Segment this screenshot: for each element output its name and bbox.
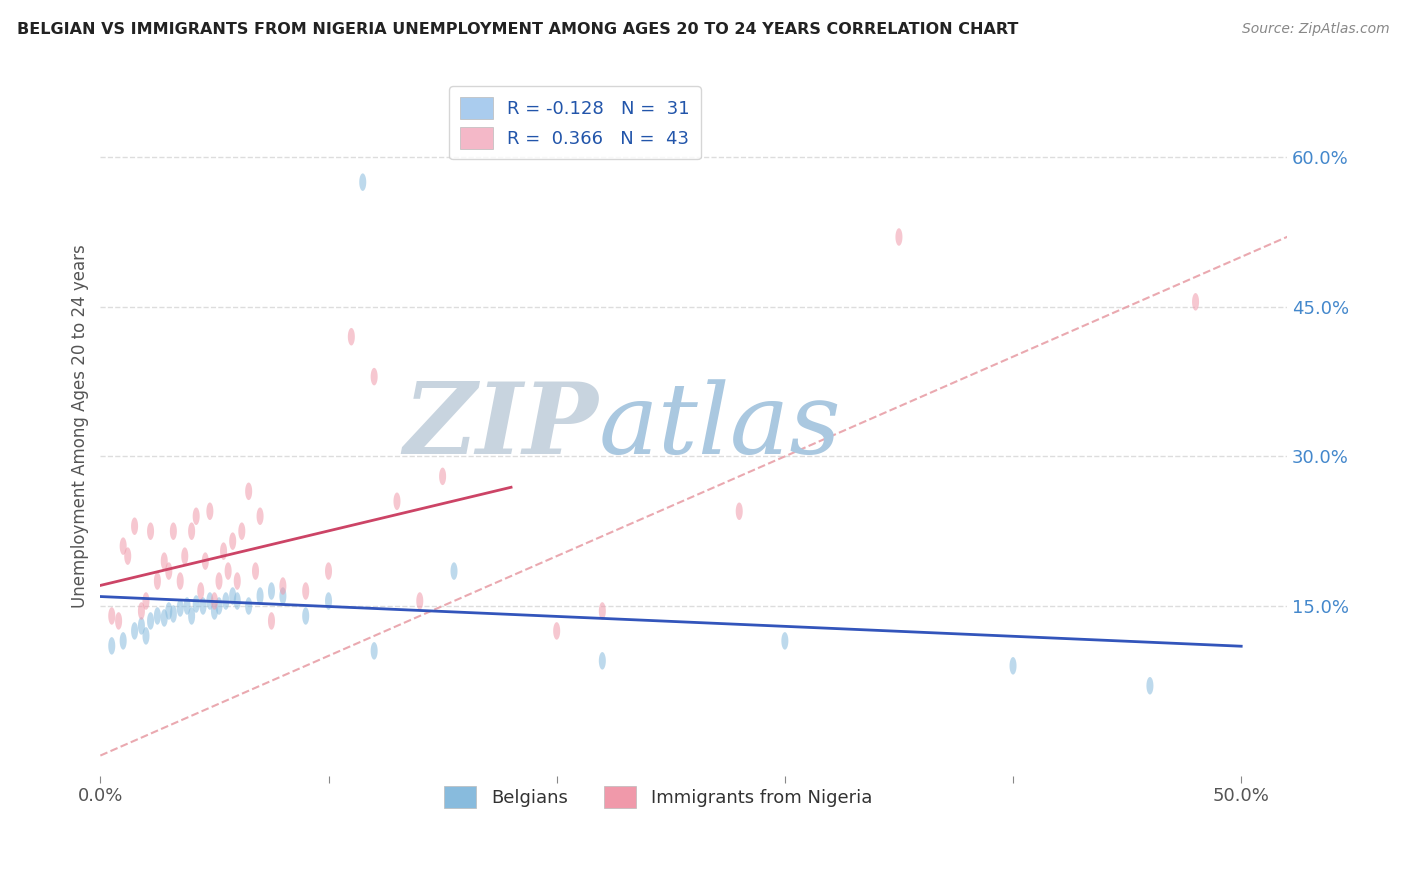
Point bbox=[112, 539, 135, 553]
Point bbox=[294, 609, 316, 624]
Point bbox=[139, 524, 162, 538]
Point bbox=[162, 607, 184, 621]
Point bbox=[124, 624, 146, 638]
Point bbox=[728, 504, 751, 518]
Point bbox=[591, 654, 613, 668]
Point bbox=[1002, 658, 1025, 673]
Point bbox=[249, 589, 271, 603]
Point bbox=[260, 584, 283, 599]
Point bbox=[340, 329, 363, 343]
Point bbox=[112, 633, 135, 648]
Point bbox=[217, 564, 239, 578]
Point bbox=[221, 589, 243, 603]
Point bbox=[260, 614, 283, 628]
Point bbox=[153, 554, 176, 568]
Text: BELGIAN VS IMMIGRANTS FROM NIGERIA UNEMPLOYMENT AMONG AGES 20 TO 24 YEARS CORREL: BELGIAN VS IMMIGRANTS FROM NIGERIA UNEMP… bbox=[17, 22, 1018, 37]
Point bbox=[146, 609, 169, 624]
Point bbox=[135, 594, 157, 608]
Point bbox=[212, 544, 235, 558]
Point bbox=[169, 574, 191, 588]
Point bbox=[887, 230, 910, 244]
Point bbox=[139, 614, 162, 628]
Point bbox=[226, 594, 249, 608]
Point bbox=[294, 584, 316, 599]
Point bbox=[194, 554, 217, 568]
Point bbox=[215, 594, 238, 608]
Point bbox=[100, 639, 122, 653]
Point bbox=[249, 509, 271, 524]
Point bbox=[385, 494, 408, 508]
Point bbox=[191, 599, 214, 613]
Point bbox=[231, 524, 253, 538]
Point bbox=[135, 629, 157, 643]
Point bbox=[245, 564, 267, 578]
Point bbox=[409, 594, 432, 608]
Point bbox=[591, 604, 613, 618]
Point bbox=[157, 564, 180, 578]
Point bbox=[190, 584, 212, 599]
Point bbox=[180, 609, 202, 624]
Text: ZIP: ZIP bbox=[404, 378, 599, 475]
Text: atlas: atlas bbox=[599, 379, 841, 475]
Point bbox=[204, 594, 226, 608]
Point bbox=[169, 601, 191, 615]
Point bbox=[162, 524, 184, 538]
Point bbox=[271, 589, 294, 603]
Y-axis label: Unemployment Among Ages 20 to 24 years: Unemployment Among Ages 20 to 24 years bbox=[72, 244, 89, 608]
Point bbox=[432, 469, 454, 483]
Point bbox=[173, 549, 195, 563]
Point bbox=[146, 574, 169, 588]
Point bbox=[176, 599, 198, 613]
Point bbox=[157, 604, 180, 618]
Point bbox=[208, 574, 231, 588]
Point bbox=[1139, 679, 1161, 693]
Point bbox=[208, 599, 231, 613]
Point bbox=[238, 484, 260, 499]
Point bbox=[221, 534, 243, 549]
Point bbox=[318, 594, 340, 608]
Point bbox=[100, 609, 122, 624]
Point bbox=[131, 619, 153, 633]
Point bbox=[238, 599, 260, 613]
Point bbox=[198, 594, 221, 608]
Point bbox=[153, 611, 176, 625]
Point bbox=[271, 579, 294, 593]
Point bbox=[773, 633, 796, 648]
Point bbox=[107, 614, 129, 628]
Point bbox=[180, 524, 202, 538]
Point bbox=[117, 549, 139, 563]
Point bbox=[186, 509, 208, 524]
Point bbox=[352, 175, 374, 189]
Point bbox=[131, 604, 153, 618]
Point bbox=[546, 624, 568, 638]
Point bbox=[443, 564, 465, 578]
Point bbox=[186, 597, 208, 611]
Point bbox=[198, 504, 221, 518]
Point bbox=[204, 604, 226, 618]
Point bbox=[1184, 294, 1206, 309]
Point bbox=[226, 574, 249, 588]
Point bbox=[363, 369, 385, 384]
Point bbox=[318, 564, 340, 578]
Legend: Belgians, Immigrants from Nigeria: Belgians, Immigrants from Nigeria bbox=[437, 779, 879, 815]
Point bbox=[124, 519, 146, 533]
Point bbox=[363, 644, 385, 658]
Text: Source: ZipAtlas.com: Source: ZipAtlas.com bbox=[1241, 22, 1389, 37]
